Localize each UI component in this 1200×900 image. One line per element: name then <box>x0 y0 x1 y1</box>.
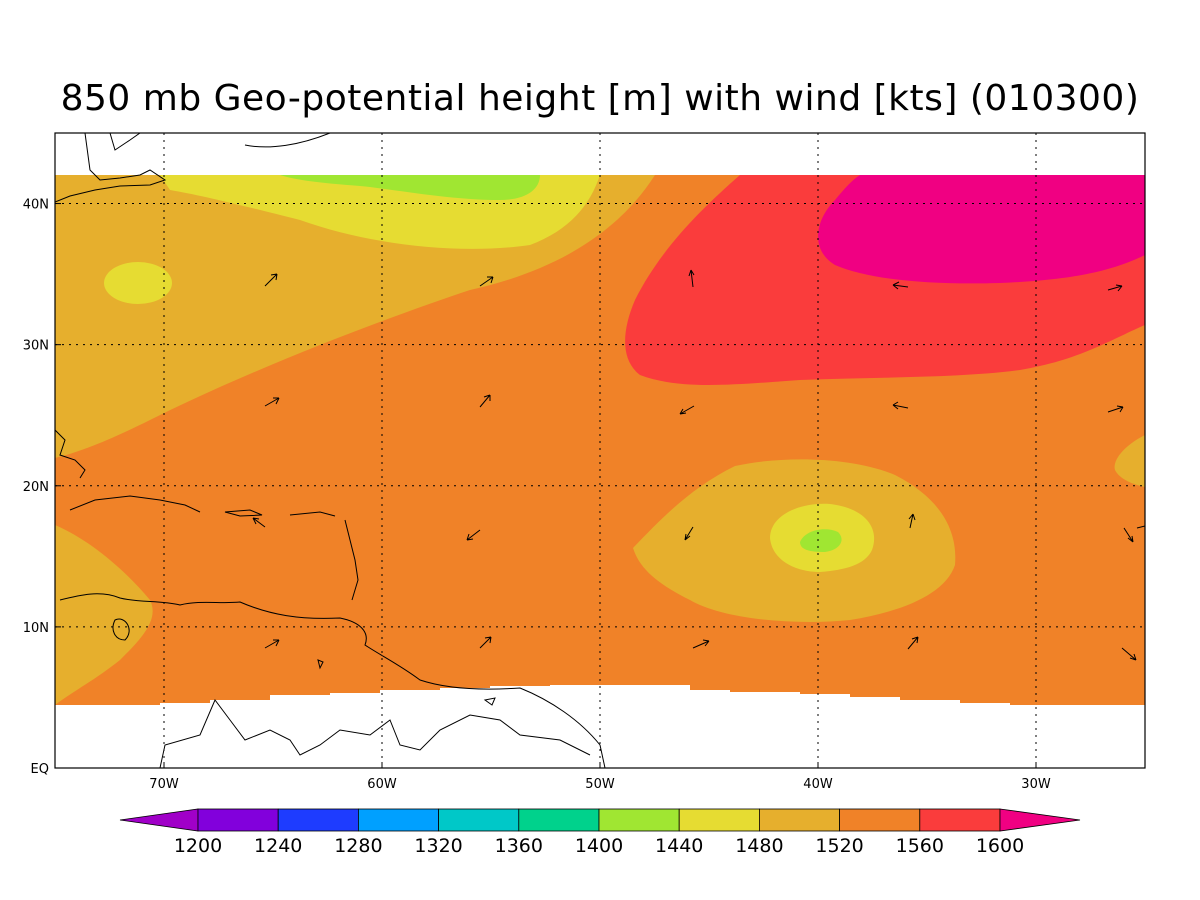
colorbar-label: 1560 <box>896 835 944 857</box>
colorbar-label: 1320 <box>414 835 462 857</box>
colorbar-label: 1280 <box>334 835 382 857</box>
colorbar-triangle-low <box>119 808 199 832</box>
lon-tick-labels: 70W 60W 50W 40W 30W <box>149 762 1051 792</box>
map-grid <box>55 133 1145 768</box>
colorbar: 1200 1240 1280 1320 1360 1400 1440 1480 1520 1560… <box>119 808 1081 857</box>
colorbar-box <box>277 808 359 832</box>
colorbar-box <box>759 808 841 832</box>
lon-tick-label: 30W <box>1021 777 1051 792</box>
coastlines <box>55 133 606 768</box>
colorbar-triangle-high <box>999 808 1081 832</box>
contour-1400-1440-north <box>280 175 540 200</box>
colorbar-label: 1240 <box>254 835 302 857</box>
lon-tick-label: 50W <box>585 777 615 792</box>
contour-1480-1520-west <box>55 525 153 705</box>
colorbar-box <box>518 808 600 832</box>
lat-tick-label: EQ <box>31 762 49 777</box>
lat-tick-label: 30N <box>23 339 49 354</box>
contour-1440-1480-blob <box>104 262 172 304</box>
contour-1400-1440-central <box>800 529 842 552</box>
colorbar-label: 1360 <box>495 835 543 857</box>
lat-tick-label: 20N <box>23 480 49 495</box>
colorbar-box <box>357 808 439 832</box>
wind-vectors <box>252 269 1146 661</box>
lon-tick-label: 60W <box>367 777 397 792</box>
colorbar-box <box>919 808 1001 832</box>
lat-tick-label: 10N <box>23 621 49 636</box>
colorbar-box <box>839 808 921 832</box>
colorbar-label: 1480 <box>735 835 783 857</box>
lat-tick-label: 40N <box>23 198 49 213</box>
colorbar-box <box>598 808 680 832</box>
missing-data-south <box>55 685 1145 768</box>
contour-above-1600 <box>818 175 1145 284</box>
colorbar-box <box>197 808 279 832</box>
colorbar-label: 1200 <box>174 835 222 857</box>
colorbar-box <box>438 808 520 832</box>
colorbar-label: 1520 <box>815 835 863 857</box>
lon-tick-label: 70W <box>149 777 179 792</box>
colorbar-box <box>678 808 760 832</box>
lat-tick-labels: EQ 10N 20N 30N 40N <box>23 198 61 777</box>
contour-1480-1520-east <box>1114 435 1145 487</box>
colorbar-label: 1440 <box>655 835 703 857</box>
colorbar-label: 1400 <box>575 835 623 857</box>
height-field <box>55 133 1145 768</box>
lon-tick-label: 40W <box>803 777 833 792</box>
chart-title: 850 mb Geo-potential height [m] with win… <box>60 78 1140 119</box>
colorbar-label: 1600 <box>976 835 1024 857</box>
